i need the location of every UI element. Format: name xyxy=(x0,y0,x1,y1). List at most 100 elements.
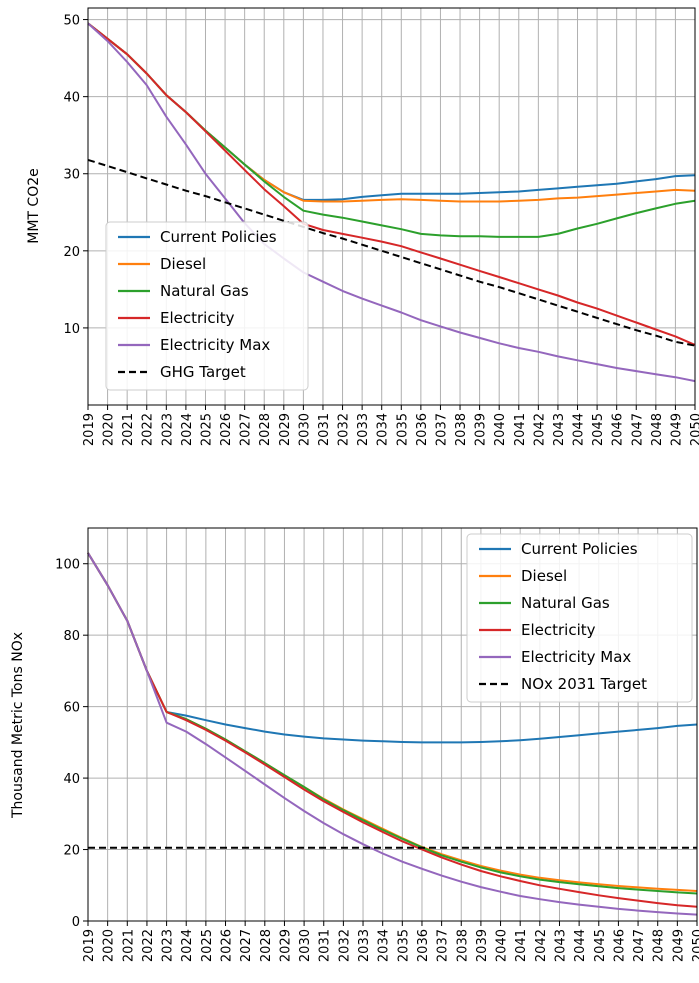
y-tick-label-60: 60 xyxy=(63,701,80,716)
x-tick-label-2029: 2029 xyxy=(278,413,293,446)
legend-label-electricity-max: Electricity Max xyxy=(521,648,631,666)
legend-box xyxy=(466,533,693,703)
x-tick-label-2031: 2031 xyxy=(317,413,332,446)
x-tick-label-2023: 2023 xyxy=(160,413,175,446)
x-tick-label-2036: 2036 xyxy=(416,929,431,962)
series-line-natural-gas xyxy=(87,22,696,238)
x-tick-label-2020: 2020 xyxy=(102,413,117,446)
x-tick-label-2034: 2034 xyxy=(377,929,392,962)
x-tick-label-2044: 2044 xyxy=(573,929,588,962)
x-tick-label-2023: 2023 xyxy=(161,929,176,962)
x-tick-label-2032: 2032 xyxy=(337,413,352,446)
legend-label-natural-gas: Natural Gas xyxy=(160,282,249,300)
x-tick-label-2048: 2048 xyxy=(650,413,665,446)
grid xyxy=(87,8,696,405)
x-tick-label-2040: 2040 xyxy=(495,929,510,962)
x-tick-label-2042: 2042 xyxy=(534,929,549,962)
y-tick-label-30: 30 xyxy=(63,168,80,183)
legend-label-ghg-target: GHG Target xyxy=(160,363,246,381)
x-tick-label-2046: 2046 xyxy=(611,413,626,446)
x-tick-label-2026: 2026 xyxy=(219,413,234,446)
x-tick-label-2048: 2048 xyxy=(652,929,667,962)
x-axis: 2019 2020 2021 2022 2023 2024 2025 2026 2027 2028… xyxy=(82,405,699,446)
x-tick-label-2045: 2045 xyxy=(593,929,608,962)
x-tick-label-2039: 2039 xyxy=(474,413,489,446)
y-axis: 0 20 40 60 80 100 xyxy=(55,558,88,930)
x-tick-label-2019: 2019 xyxy=(82,413,97,446)
legend: Current Policies Diesel Natural Gas Electri… xyxy=(466,533,693,703)
x-tick-label-2028: 2028 xyxy=(258,413,273,446)
series-line-electricity-max xyxy=(87,22,696,383)
legend-label-electricity: Electricity xyxy=(160,309,235,327)
x-tick-label-2028: 2028 xyxy=(259,929,274,962)
x-tick-label-2021: 2021 xyxy=(121,413,136,446)
legend-label-diesel: Diesel xyxy=(160,255,206,273)
x-tick-label-2049: 2049 xyxy=(669,413,684,446)
x-tick-label-2047: 2047 xyxy=(630,413,645,446)
y-tick-label-40: 40 xyxy=(63,772,80,787)
y-axis-label: MMT CO2e xyxy=(26,168,42,243)
series-line-electricity xyxy=(87,22,696,346)
x-tick-label-2047: 2047 xyxy=(632,929,647,962)
y-tick-label-10: 10 xyxy=(63,322,80,337)
plot-frame xyxy=(87,527,698,922)
x-tick-label-2026: 2026 xyxy=(220,929,235,962)
series-lines xyxy=(87,552,698,916)
legend-box xyxy=(105,221,309,391)
legend: Current Policies Diesel Natural Gas Electri… xyxy=(105,221,309,391)
x-tick-label-2027: 2027 xyxy=(239,413,254,446)
y-tick-label-0: 0 xyxy=(72,915,80,930)
x-tick-label-2041: 2041 xyxy=(513,413,528,446)
x-tick-label-2022: 2022 xyxy=(141,413,156,446)
x-tick-label-2034: 2034 xyxy=(376,413,391,446)
series-line-electricity-max xyxy=(87,552,698,916)
x-tick-label-2040: 2040 xyxy=(493,413,508,446)
x-tick-label-2025: 2025 xyxy=(200,929,215,962)
y-tick-label-50: 50 xyxy=(63,14,80,29)
x-tick-label-2050: 2050 xyxy=(689,413,699,446)
y-tick-label-20: 20 xyxy=(63,844,80,859)
x-tick-label-2045: 2045 xyxy=(591,413,606,446)
x-tick-label-2027: 2027 xyxy=(239,929,254,962)
x-tick-label-2037: 2037 xyxy=(434,413,449,446)
x-tick-label-2025: 2025 xyxy=(199,413,214,446)
y-tick-label-100: 100 xyxy=(55,558,80,573)
x-tick-label-2035: 2035 xyxy=(396,929,411,962)
x-tick-label-2046: 2046 xyxy=(612,929,627,962)
x-tick-label-2019: 2019 xyxy=(82,929,97,962)
x-tick-label-2043: 2043 xyxy=(553,929,568,962)
legend-label-natural-gas: Natural Gas xyxy=(521,594,610,612)
series-line-current-policies xyxy=(87,552,698,744)
x-tick-label-2039: 2039 xyxy=(475,929,490,962)
legend-label-nox-2031-target: NOx 2031 Target xyxy=(521,675,647,693)
series-line-ghg-target xyxy=(87,158,696,347)
legend-label-electricity: Electricity xyxy=(521,621,596,639)
x-tick-label-2042: 2042 xyxy=(532,413,547,446)
y-tick-label-40: 40 xyxy=(63,91,80,106)
legend-label-current-policies: Current Policies xyxy=(160,228,277,246)
series-lines xyxy=(87,22,696,383)
x-tick-label-2021: 2021 xyxy=(121,929,136,962)
y-tick-label-80: 80 xyxy=(63,629,80,644)
legend-label-electricity-max: Electricity Max xyxy=(160,336,270,354)
x-tick-label-2035: 2035 xyxy=(395,413,410,446)
x-tick-label-2033: 2033 xyxy=(356,413,371,446)
x-tick-label-2030: 2030 xyxy=(298,929,313,962)
x-tick-label-2043: 2043 xyxy=(552,413,567,446)
legend-label-diesel: Diesel xyxy=(521,567,567,585)
x-tick-label-2038: 2038 xyxy=(454,413,469,446)
series-line-electricity xyxy=(87,552,698,908)
x-tick-label-2024: 2024 xyxy=(180,413,195,446)
x-tick-label-2044: 2044 xyxy=(572,413,587,446)
y-tick-label-20: 20 xyxy=(63,245,80,260)
x-tick-label-2022: 2022 xyxy=(141,929,156,962)
x-tick-label-2030: 2030 xyxy=(297,413,312,446)
x-tick-label-2032: 2032 xyxy=(337,929,352,962)
x-tick-label-2038: 2038 xyxy=(455,929,470,962)
x-tick-label-2033: 2033 xyxy=(357,929,372,962)
x-tick-label-2020: 2020 xyxy=(102,929,117,962)
x-tick-label-2029: 2029 xyxy=(278,929,293,962)
